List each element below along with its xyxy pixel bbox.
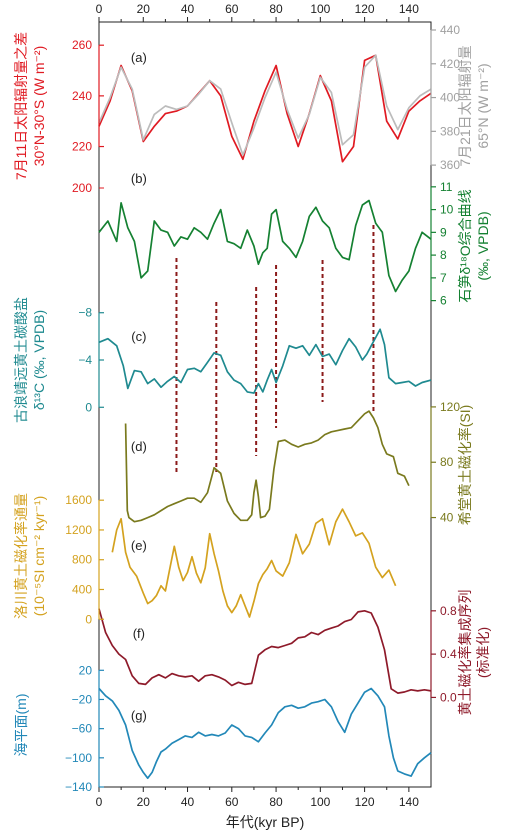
y-axis-title-line: 7月11日太阳辐射量之差 — [13, 32, 29, 180]
series-line-a — [98, 54, 432, 156]
axes-layer: 002020404060608080100100120120140140年代(k… — [13, 2, 491, 830]
y-axis-title-line: 海平面(m) — [13, 694, 29, 757]
x-tick-label-top: 100 — [310, 2, 330, 16]
y-tick-label-b: 7 — [440, 271, 447, 285]
series-line-e — [111, 508, 397, 618]
y-tick-label-e: 1200 — [65, 523, 92, 537]
y-axis-title-line: 黄土磁化率集成序列 — [457, 590, 473, 716]
y-tick-label-d: 40 — [440, 511, 454, 525]
x-tick-label-bottom: 80 — [269, 795, 283, 809]
y-axis-title-line: 古浪靖远黄土碳酸盐 — [13, 297, 29, 423]
x-tick-label-top: 60 — [225, 2, 239, 16]
correlation-lines — [175, 225, 375, 472]
panel-label-b: (b) — [131, 171, 147, 186]
y-tick-label-e: 800 — [72, 553, 92, 567]
y-tick-label-g: −100 — [65, 751, 92, 765]
y-axis-title-line: 希堂黄土磁化率(SI) — [457, 405, 473, 526]
y-axis-title-line: δ¹³C (‰, VPDB) — [31, 310, 47, 410]
x-tick-label-bottom: 20 — [137, 795, 151, 809]
x-tick-label-bottom: 0 — [96, 795, 103, 809]
y-tick-label-d: 120 — [440, 400, 460, 414]
y-tick-label-e: 0 — [85, 612, 92, 626]
panel-label-c: (c) — [131, 329, 146, 344]
y-axis-title-line: 65°N (W m⁻²) — [475, 63, 491, 148]
y-tick-label-g: −60 — [72, 722, 93, 736]
x-axis-title: 年代(kyr BP) — [226, 814, 305, 830]
y-axis-title-line: 洛川黄土磁化率通量 — [13, 493, 29, 619]
y-tick-label-a: 400 — [440, 91, 460, 105]
x-tick-label-top: 20 — [137, 2, 151, 16]
y-tick-label-d: 80 — [440, 455, 454, 469]
series-line-c — [98, 328, 432, 394]
x-tick-label-bottom: 140 — [399, 795, 419, 809]
x-tick-label-bottom: 100 — [310, 795, 330, 809]
y-tick-label-extra: 200 — [72, 181, 92, 195]
y-tick-label-c: −8 — [78, 306, 92, 320]
y-axis-title-line: 30°N-30°S (W m⁻²) — [31, 46, 47, 166]
panel-label-e: (e) — [131, 538, 147, 553]
y-tick-label-b: 9 — [440, 225, 447, 239]
y-axis-title-b: 石笋δ¹⁸O综合曲线 (‰, VPDB) — [457, 189, 491, 302]
x-tick-label-top: 40 — [181, 2, 195, 16]
y-tick-label-c: −4 — [78, 353, 92, 367]
panel-label-d: (d) — [131, 439, 147, 454]
y-tick-label-a: 440 — [440, 23, 460, 37]
x-tick-label-top: 140 — [399, 2, 419, 16]
y-tick-label-f: 0.8 — [440, 604, 457, 618]
x-tick-label-top: 120 — [355, 2, 375, 16]
y-tick-label-f: 0.4 — [440, 647, 457, 661]
series-line-f — [98, 608, 432, 694]
y-tick-label-a: 420 — [440, 57, 460, 71]
y-tick-label-g: 20 — [79, 663, 93, 677]
series-line-d — [124, 410, 410, 523]
x-tick-label-top: 80 — [269, 2, 283, 16]
y-axis-title-d: 希堂黄土磁化率(SI) — [457, 405, 473, 526]
y-axis-title-a: 7月21日太阳辐射量 65°N (W m⁻²) — [457, 45, 491, 166]
plot-frame — [98, 21, 432, 788]
series-line-g — [98, 687, 432, 780]
y-axis-title-line: (10⁻⁵SI cm⁻² kyr⁻¹) — [31, 496, 47, 617]
panel-label-a: (a) — [131, 50, 147, 65]
series-line-b — [98, 199, 432, 293]
x-tick-label-bottom: 120 — [355, 795, 375, 809]
y-tick-label-b: 6 — [440, 294, 447, 308]
y-tick-label-b: 8 — [440, 248, 447, 262]
y-tick-label-a: 240 — [72, 89, 92, 103]
y-tick-label-e: 400 — [72, 582, 92, 596]
y-axis-title-e: 洛川黄土磁化率通量 (10⁻⁵SI cm⁻² kyr⁻¹) — [13, 493, 47, 619]
y-axis-title-g: 海平面(m) — [13, 694, 29, 757]
y-tick-label-a: 380 — [440, 124, 460, 138]
y-tick-label-a: 260 — [72, 38, 92, 52]
chart-background — [98, 21, 432, 788]
y-axis-title-line: 7月21日太阳辐射量 — [457, 45, 473, 166]
y-tick-label-c: 0 — [85, 400, 92, 414]
y-axis-title-a: 7月11日太阳辐射量之差 30°N-30°S (W m⁻²) — [13, 32, 47, 180]
y-tick-label-a: 220 — [72, 140, 92, 154]
y-axis-title-f: 黄土磁化率集成序列 (标准化) — [457, 590, 491, 716]
y-tick-label-a: 360 — [440, 158, 460, 172]
panel-label-f: (f) — [133, 626, 145, 641]
y-tick-label-b: 10 — [440, 203, 454, 217]
y-tick-label-b: 11 — [440, 180, 453, 194]
y-tick-label-g: −140 — [65, 780, 92, 794]
y-axis-title-line: 石笋δ¹⁸O综合曲线 — [457, 189, 473, 302]
x-tick-label-bottom: 60 — [225, 795, 239, 809]
y-tick-label-f: 0.0 — [440, 690, 457, 704]
series-line-a — [98, 54, 432, 163]
x-tick-label-top: 0 — [96, 2, 103, 16]
y-axis-title-c: 古浪靖远黄土碳酸盐 δ¹³C (‰, VPDB) — [13, 297, 47, 423]
panel-label-g: (g) — [131, 708, 147, 723]
y-axis-title-line: (‰, VPDB) — [475, 211, 491, 280]
y-axis-title-line: (标准化) — [475, 627, 491, 678]
y-tick-label-g: −20 — [72, 692, 93, 706]
y-tick-label-e: 1600 — [65, 493, 92, 507]
series-layer — [98, 54, 432, 780]
x-tick-label-bottom: 40 — [181, 795, 195, 809]
